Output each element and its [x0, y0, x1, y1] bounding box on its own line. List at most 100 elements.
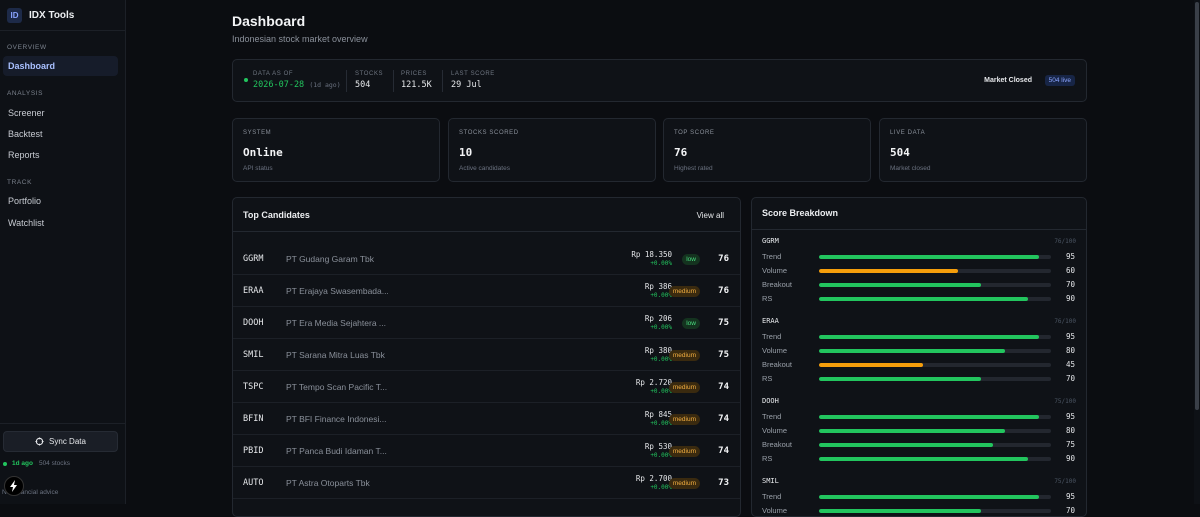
candidate-name: PT Sarana Mitra Luas Tbk: [286, 350, 385, 360]
candidate-score: 74: [718, 446, 729, 456]
metric-label: Breakout: [762, 440, 793, 449]
candidate-row[interactable]: BFIN PT BFI Finance Indonesi... Rp 845 +0.0…: [233, 403, 740, 435]
candidate-row[interactable]: SMIL PT Sarana Mitra Luas Tbk Rp 380 +0.00%…: [233, 339, 740, 371]
nav-section-overview: OVERVIEW: [7, 44, 47, 51]
risk-badge: medium: [668, 382, 700, 393]
breakdown-ticker: SMIL: [762, 477, 779, 485]
candidate-ticker: BFIN: [243, 414, 264, 424]
sidebar-item-dashboard[interactable]: Dashboard: [3, 56, 118, 76]
breakdown-total: 76/100: [1054, 318, 1076, 325]
page-title: Dashboard: [232, 13, 306, 29]
risk-badge: low: [682, 254, 700, 265]
candidate-row[interactable]: DOOH PT Era Media Sejahtera ... Rp 206 +0.0…: [233, 307, 740, 339]
sync-status: 1d ago 504 stocks: [3, 460, 70, 467]
data-status-bar: DATA AS OF 2026-07-28 (1d ago) STOCKS 50…: [232, 59, 1087, 102]
metric-value: 90: [1065, 454, 1075, 463]
candidate-name: PT Era Media Sejahtera ...: [286, 318, 387, 328]
sidebar-item-backtest[interactable]: Backtest: [8, 129, 43, 139]
metric-bar-fill: [819, 269, 959, 273]
metric-label: Breakout: [762, 360, 793, 369]
candidate-score: 75: [718, 350, 729, 360]
stat-label: TOP SCORE: [674, 130, 715, 136]
candidate-price: Rp 530: [644, 442, 672, 451]
candidate-row[interactable]: PBID PT Panca Budi Idaman T... Rp 530 +0.00…: [233, 435, 740, 467]
metric-label: Breakout: [762, 280, 793, 289]
breakdown-ticker: ERAA: [762, 317, 779, 325]
stocks-value: 504: [355, 80, 371, 90]
data-as-of: DATA AS OF 2026-07-28 (1d ago): [253, 71, 341, 90]
candidate-row[interactable]: GGRM PT Gudang Garam Tbk Rp 18.350 +0.00% lo…: [233, 243, 740, 275]
stat-card-top-score: TOP SCORE 76 Highest rated: [663, 118, 871, 182]
metric-label: RS: [762, 374, 773, 383]
metric-bar-fill: [819, 415, 1040, 419]
candidate-change: +0.00%: [650, 292, 672, 299]
candidate-ticker: PBID: [243, 446, 264, 456]
candidate-row[interactable]: ERAA PT Erajaya Swasembada... Rp 386 +0.00%…: [233, 275, 740, 307]
data-as-of-ago: (1d ago): [309, 81, 341, 89]
breakdown-total: 76/100: [1054, 238, 1076, 245]
metric-value: 95: [1065, 332, 1075, 341]
metric-value: 90: [1065, 294, 1075, 303]
breakdown-total: 75/100: [1054, 478, 1076, 485]
brand[interactable]: ID IDX Tools: [0, 0, 125, 31]
stat-label: STOCKS SCORED: [459, 130, 519, 136]
panel-divider: [233, 231, 740, 232]
metric-bar-fill: [819, 283, 982, 287]
sync-data-button[interactable]: Sync Data: [3, 431, 118, 452]
candidate-score: 73: [718, 478, 729, 488]
sidebar-item-screener[interactable]: Screener: [8, 108, 45, 118]
sync-data-label: Sync Data: [49, 437, 86, 446]
metric-value: 45: [1065, 360, 1075, 369]
risk-badge: low: [682, 318, 700, 329]
candidate-price-block: Rp 206 +0.00%: [645, 314, 672, 331]
sidebar-item-watchlist[interactable]: Watchlist: [8, 218, 45, 228]
metric-bar-track: [819, 335, 1051, 339]
stocks-count: STOCKS 504: [355, 71, 383, 90]
candidate-name: PT Astra Otoparts Tbk: [286, 478, 370, 488]
metric-bar-track: [819, 377, 1051, 381]
stat-card-live-data: LIVE DATA 504 Market closed: [879, 118, 1087, 182]
candidate-price-block: Rp 380 +0.00%: [645, 346, 672, 363]
metric-value: 80: [1065, 426, 1075, 435]
sidebar-item-portfolio[interactable]: Portfolio: [8, 196, 42, 206]
candidate-ticker: GGRM: [243, 254, 264, 264]
metric-bar-fill: [819, 377, 982, 381]
data-fresh-dot: [244, 78, 248, 82]
metric-bar-track: [819, 363, 1051, 367]
breakdown-ticker: DOOH: [762, 397, 779, 405]
sync-count: 504 stocks: [38, 460, 71, 467]
panel-divider: [752, 229, 1086, 230]
metric-bar-fill: [819, 495, 1040, 499]
status-divider: [393, 70, 394, 92]
page-scrollbar[interactable]: [1194, 0, 1200, 504]
candidate-score: 74: [718, 382, 729, 392]
candidate-row[interactable]: TSPC PT Tempo Scan Pacific T... Rp 2.720 +0…: [233, 371, 740, 403]
candidate-price: Rp 2.700: [635, 474, 672, 483]
metric-value: 60: [1065, 266, 1075, 275]
candidate-change: +0.00%: [650, 356, 672, 363]
risk-badge: medium: [668, 446, 700, 457]
bolt-icon[interactable]: [4, 476, 24, 496]
metric-value: 80: [1065, 346, 1075, 355]
candidate-ticker: SMIL: [243, 350, 264, 360]
candidate-price-block: Rp 2.720 +0.00%: [636, 378, 672, 395]
view-all-link[interactable]: View all: [696, 211, 724, 220]
metric-bar-track: [819, 509, 1051, 513]
stat-sub: Highest rated: [674, 165, 713, 172]
stat-label: SYSTEM: [243, 130, 272, 136]
metric-label: Volume: [762, 266, 788, 275]
sidebar-item-reports[interactable]: Reports: [8, 150, 40, 160]
candidate-price-block: Rp 386 +0.00%: [645, 282, 672, 299]
metric-bar-track: [819, 255, 1051, 259]
metric-label: Trend: [762, 412, 782, 421]
scrollbar-thumb[interactable]: [1195, 2, 1199, 410]
data-as-of-date: 2026-07-28: [253, 80, 305, 90]
metric-label: RS: [762, 294, 773, 303]
metric-value: 95: [1065, 412, 1075, 421]
stat-card-stocks-scored: STOCKS SCORED 10 Active candidates: [448, 118, 656, 182]
candidate-row[interactable]: AUTO PT Astra Otoparts Tbk Rp 2.700 +0.00% m…: [233, 467, 740, 499]
metric-bar-fill: [819, 349, 1005, 353]
market-status: Market Closed: [984, 77, 1032, 84]
metric-bar-fill: [819, 297, 1028, 301]
stocks-label: STOCKS: [355, 71, 384, 77]
